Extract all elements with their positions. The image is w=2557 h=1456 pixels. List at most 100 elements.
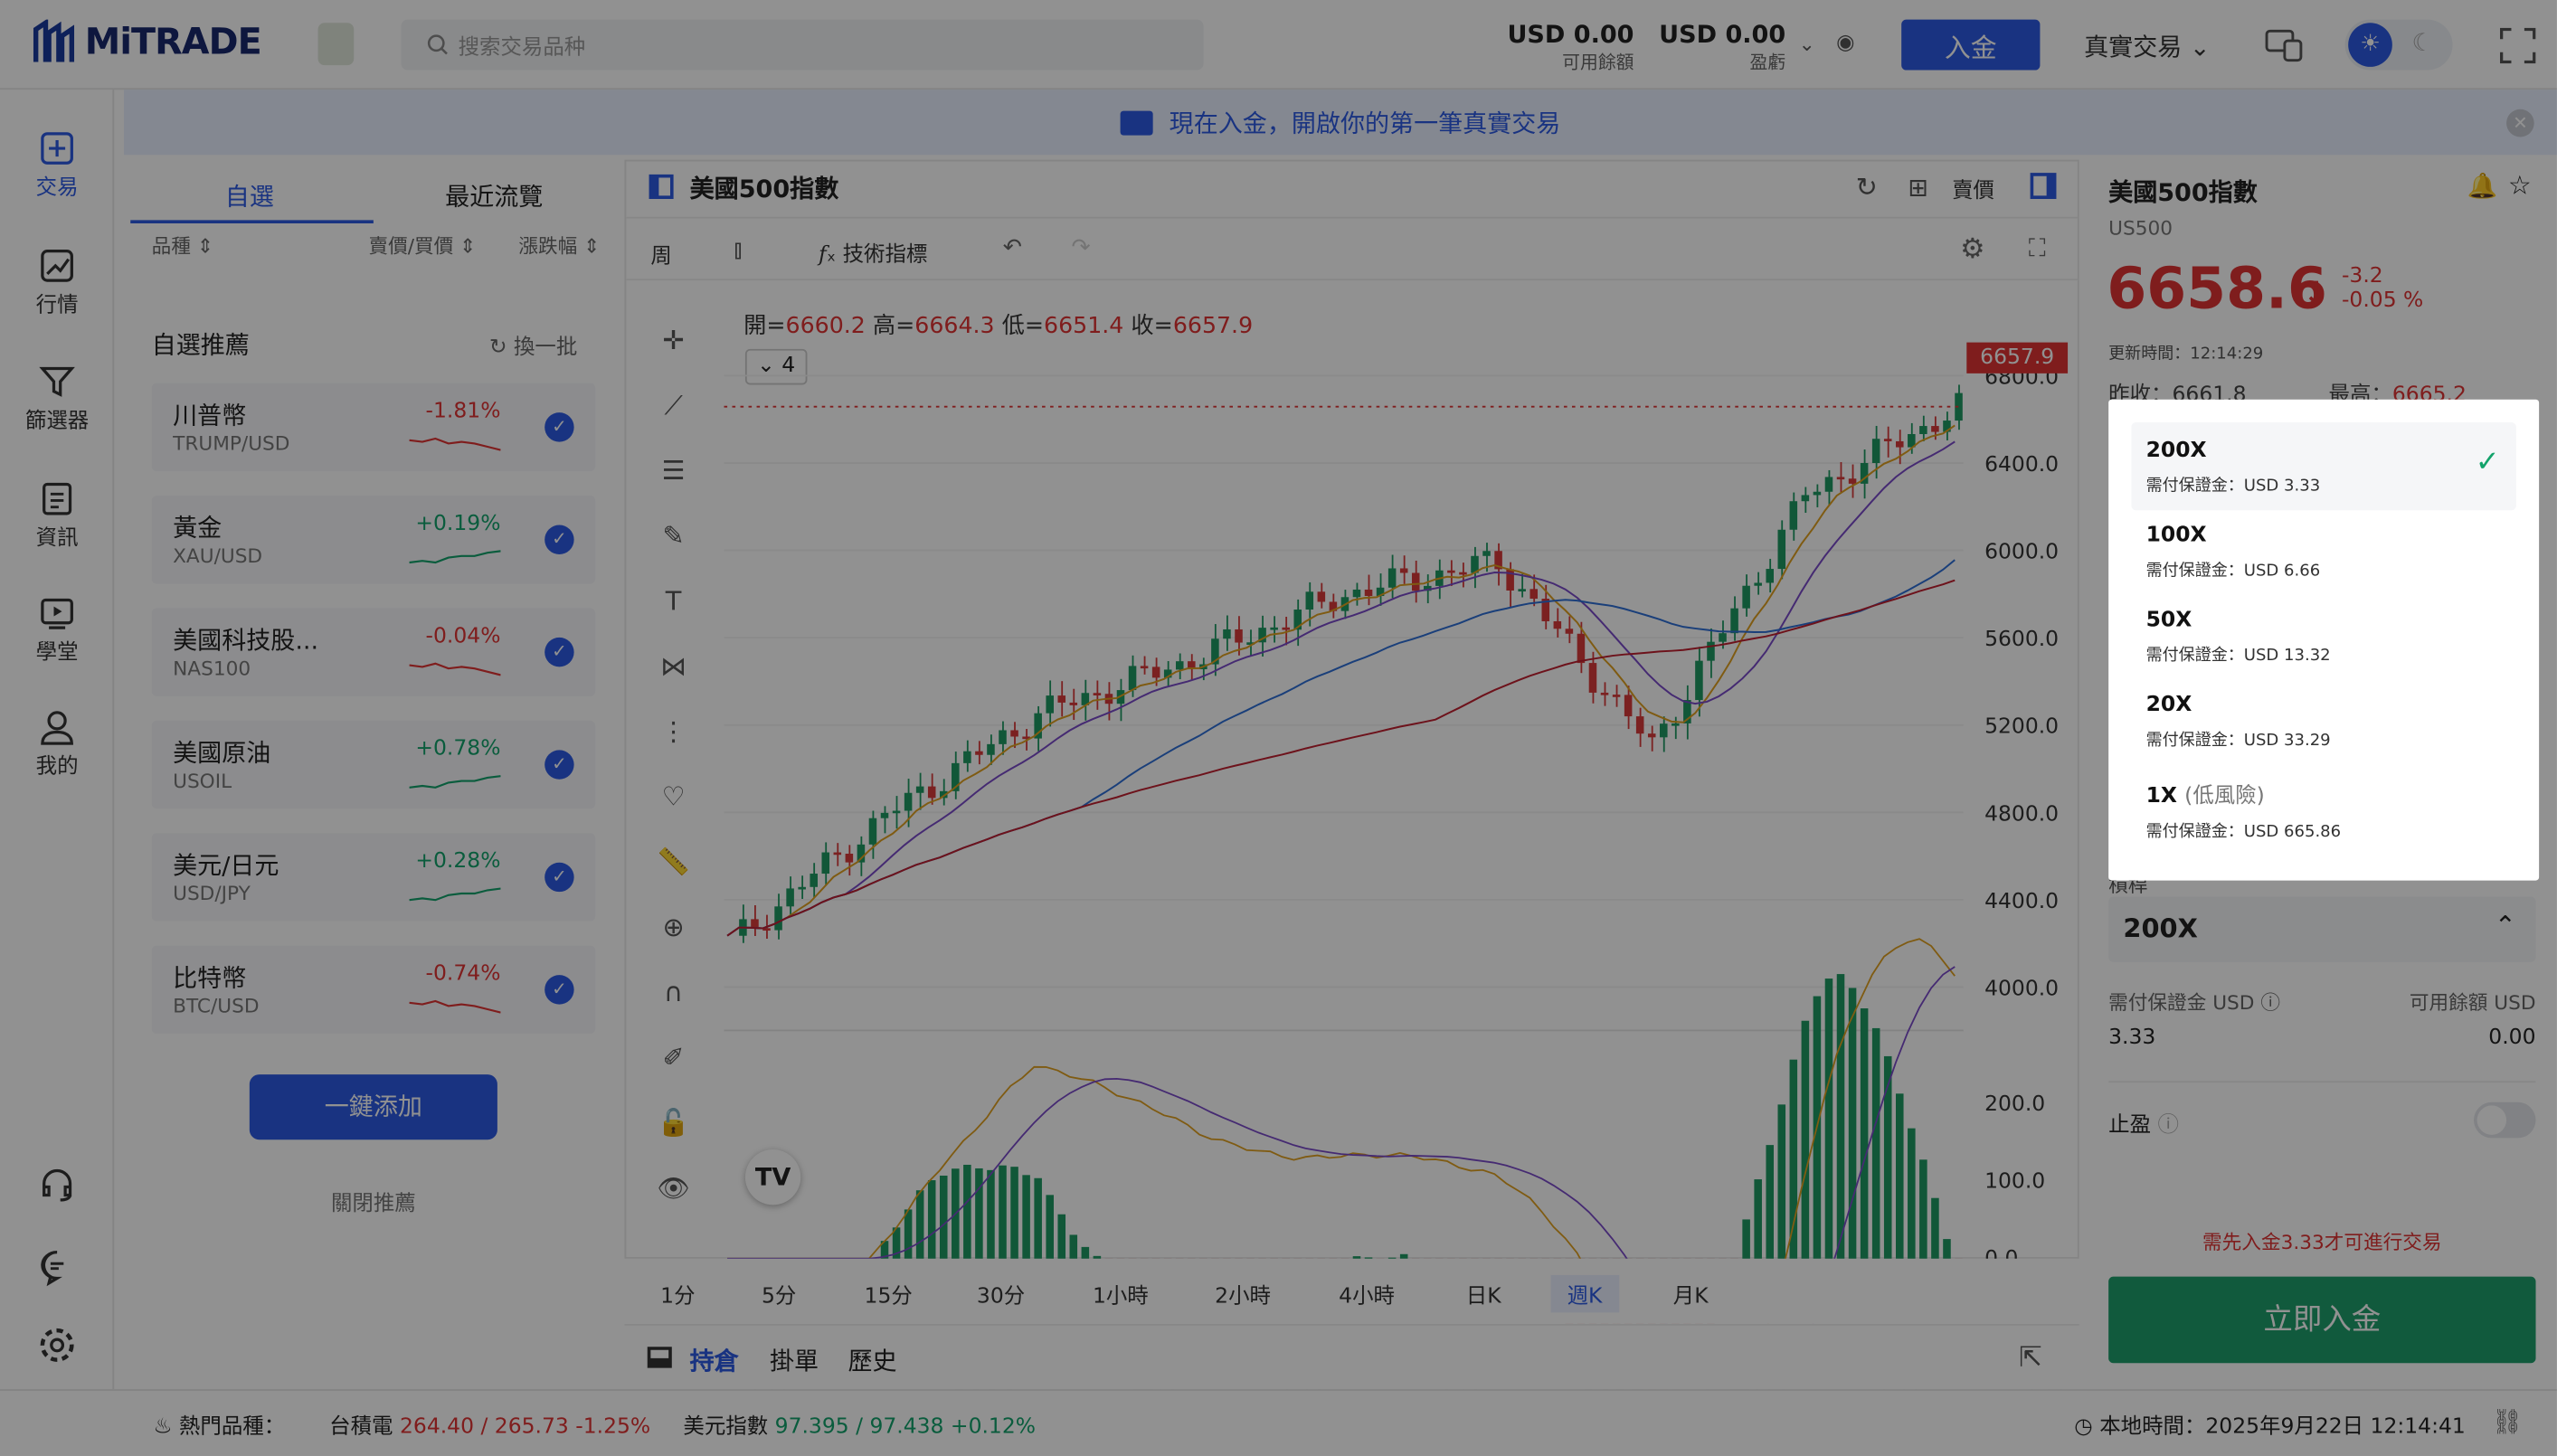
nav-news[interactable]: 資訊 — [0, 481, 114, 551]
fullscreen-icon[interactable] — [2500, 27, 2536, 64]
timeframe-0[interactable]: 1分 — [660, 1284, 696, 1309]
leverage-option[interactable]: 50X 需付保證金：USD 13.32 — [2145, 608, 2331, 666]
ticker-tsmc[interactable]: 台積電 264.40 / 265.73 -1.25% — [329, 1414, 651, 1440]
nav-market[interactable]: 行情 — [0, 248, 114, 318]
bell-icon[interactable]: 🔔 — [2467, 171, 2498, 201]
eye-icon[interactable]: ◉ — [1836, 31, 1855, 56]
account-mode-select[interactable]: 真實交易 ⌄ — [2084, 33, 2211, 62]
measure-icon[interactable]: 📏 — [657, 846, 690, 877]
add-all-button[interactable]: 一鍵添加 — [249, 1074, 497, 1140]
deposit-button[interactable]: 入金 — [1901, 19, 2041, 71]
moving-average-line — [726, 424, 1956, 937]
tab-watchlist[interactable]: 自選 — [224, 182, 274, 213]
timeframe-8[interactable]: 週K — [1550, 1274, 1619, 1313]
nav-academy[interactable]: 學堂 — [0, 595, 114, 666]
trendline-icon[interactable]: ⟋ — [664, 389, 683, 421]
close-recommend-link[interactable]: 關閉推薦 — [330, 1191, 416, 1216]
leverage-option[interactable]: 20X 需付保證金：USD 33.29 — [2145, 693, 2331, 751]
eye-visibility-icon[interactable]: 👁 — [657, 1172, 690, 1204]
refresh-chart-icon[interactable]: ↻ — [1855, 171, 1878, 203]
link-icon[interactable]: ⛓ — [2491, 1406, 2524, 1437]
timeframe-6[interactable]: 4小時 — [1339, 1284, 1395, 1309]
check-icon[interactable]: ✓ — [545, 975, 574, 1005]
tradingview-logo[interactable]: TV — [744, 1149, 801, 1205]
check-icon[interactable]: ✓ — [545, 525, 574, 554]
watchlist-item[interactable]: 比特幣 BTC/USD -0.74% ✓ — [151, 945, 596, 1035]
chart-settings-icon[interactable]: ⚙ — [1960, 232, 1985, 266]
undo-icon[interactable]: ↶ — [1002, 234, 1022, 261]
star-icon[interactable]: ☆ — [2507, 169, 2532, 201]
watchlist-item[interactable]: 美國科技股... NAS100 -0.04% ✓ — [151, 608, 596, 696]
check-icon[interactable]: ✓ — [545, 862, 574, 893]
timeframe-7[interactable]: 日K — [1465, 1284, 1501, 1309]
tab-history[interactable]: 歷史 — [848, 1347, 897, 1376]
zoom-icon[interactable]: ⊕ — [662, 911, 685, 943]
lock-icon[interactable]: 🔓 — [657, 1107, 690, 1139]
brush-icon[interactable]: ✎ — [662, 520, 685, 552]
headset-icon[interactable] — [37, 1166, 76, 1205]
timeframe-5[interactable]: 2小時 — [1215, 1284, 1271, 1309]
timeframe-9[interactable]: 月K — [1672, 1284, 1709, 1309]
check-icon[interactable]: ✓ — [545, 637, 574, 667]
period-select[interactable]: 周 — [650, 244, 672, 269]
fib-icon[interactable]: ☰ — [661, 455, 686, 487]
theme-toggle[interactable]: ☀ ☾ — [2344, 19, 2453, 71]
col-price[interactable]: 賣價/買價 ⇕ — [368, 234, 477, 258]
side-panel-icon[interactable] — [2030, 173, 2057, 199]
nav-profile[interactable]: 我的 — [0, 709, 114, 780]
price-mode-select[interactable]: 賣價 — [1952, 179, 1994, 204]
leverage-option[interactable]: 1X (低風險) 需付保證金：USD 665.86 — [2145, 784, 2342, 842]
ticker-dxy[interactable]: 美元指數 97.395 / 97.438 +0.12% — [683, 1414, 1037, 1440]
lock-drawing-icon[interactable]: ✐ — [662, 1042, 685, 1073]
watchlist-item[interactable]: 美國原油 USOIL +0.78% ✓ — [151, 720, 596, 809]
favorite-icon[interactable]: ♡ — [661, 780, 686, 812]
col-symbol[interactable]: 品種 ⇕ — [151, 234, 213, 258]
timeframe-1[interactable]: 5分 — [761, 1284, 797, 1309]
magnet-icon[interactable]: ∩ — [664, 976, 684, 1008]
pattern-icon[interactable]: ⋈ — [660, 650, 687, 682]
leverage-option[interactable]: 200X 需付保證金：USD 3.33 ✓ — [2131, 421, 2516, 511]
layout-grid-icon[interactable]: ⊞ — [1908, 173, 1929, 203]
indicators-button[interactable]: fₓ 技術指標 — [819, 242, 928, 268]
timeframe-3[interactable]: 30分 — [976, 1284, 1026, 1309]
panel-icon[interactable] — [647, 1347, 672, 1368]
candle — [963, 751, 971, 763]
panel-toggle-icon[interactable] — [649, 174, 674, 199]
candle-type-icon[interactable]: ⫾ — [734, 232, 743, 265]
text-icon[interactable]: T — [665, 585, 682, 617]
logo[interactable]: MiTRADE — [33, 19, 262, 65]
nav-trade[interactable]: 交易 — [0, 130, 114, 201]
refresh-button[interactable]: ↻ 換一批 — [488, 336, 578, 361]
settings-gear-icon[interactable] — [37, 1326, 76, 1365]
tab-positions[interactable]: 持倉 — [689, 1347, 739, 1376]
check-icon[interactable]: ✓ — [545, 412, 574, 442]
watchlist-item[interactable]: 川普幣 TRUMP/USD -1.81% ✓ — [151, 383, 596, 472]
watchlist-item[interactable]: 美元/日元 USD/JPY +0.28% ✓ — [151, 833, 596, 922]
search-input[interactable]: 搜索交易品种 — [401, 19, 1204, 71]
col-change[interactable]: 漲跌幅 ⇕ — [518, 234, 601, 258]
deposit-now-button[interactable]: 立即入金 — [2108, 1276, 2536, 1364]
multi-screen-icon[interactable] — [2265, 28, 2304, 64]
check-icon[interactable]: ✓ — [545, 750, 574, 780]
deposit-banner[interactable]: 現在入金，開啟你的第一筆真實交易 — [124, 90, 2557, 156]
redo-icon[interactable]: ↷ — [1071, 234, 1091, 261]
chat-icon[interactable] — [37, 1247, 76, 1287]
tab-orders[interactable]: 掛單 — [769, 1347, 819, 1376]
close-banner-icon[interactable]: ✕ — [2506, 109, 2534, 137]
expand-panel-icon[interactable]: ⇱ — [2018, 1341, 2042, 1375]
chart-fullscreen-icon[interactable]: ⛶ — [2028, 232, 2046, 263]
collapse-indicators-button[interactable]: ⌄ 4 — [744, 348, 808, 385]
flag-badge-icon[interactable] — [317, 23, 355, 66]
watchlist-item[interactable]: 黃金 XAU/USD +0.19% ✓ — [151, 496, 596, 584]
crosshair-icon[interactable]: ✛ — [662, 324, 685, 356]
chevron-down-icon[interactable]: ⌄ — [1798, 33, 1815, 56]
ruler-lines-icon[interactable]: ⋮ — [660, 715, 687, 747]
nav-screener[interactable]: 篩選器 — [0, 364, 114, 434]
tab-recent[interactable]: 最近流覽 — [445, 182, 544, 213]
timeframe-4[interactable]: 1小時 — [1092, 1284, 1149, 1309]
macd-bar — [1789, 1059, 1798, 1260]
timeframe-2[interactable]: 15分 — [864, 1284, 913, 1309]
leverage-option[interactable]: 100X 需付保證金：USD 6.66 — [2145, 523, 2321, 581]
take-profit-toggle[interactable] — [2473, 1101, 2536, 1139]
leverage-select[interactable]: 200X ⌃ — [2108, 896, 2536, 962]
